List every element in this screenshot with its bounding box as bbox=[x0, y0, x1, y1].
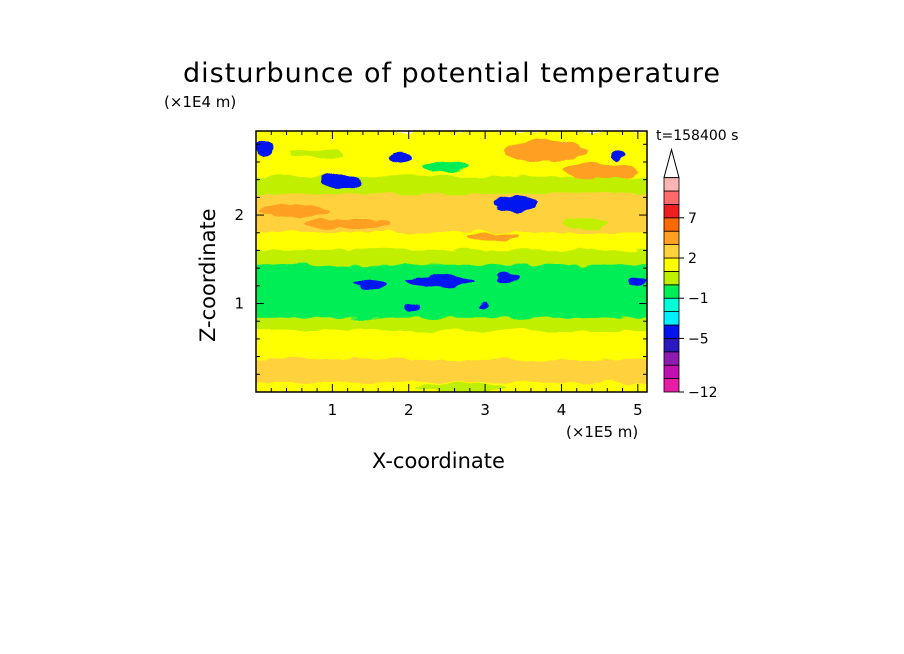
feature-7 bbox=[391, 152, 412, 163]
colorbar-segment bbox=[663, 364, 680, 380]
band-1 bbox=[256, 358, 647, 383]
feature-12 bbox=[561, 163, 638, 178]
colorbar-segment bbox=[663, 230, 680, 245]
feature-19 bbox=[343, 364, 398, 376]
contour-field bbox=[256, 131, 647, 392]
colorbar-segment bbox=[663, 217, 680, 232]
y-axis: 12 bbox=[234, 143, 647, 375]
x-axis: 1 2 3 4 5 bbox=[270, 131, 643, 419]
colorbar-segment bbox=[663, 324, 680, 339]
colorbar-segment bbox=[663, 270, 680, 286]
colorbar-segment bbox=[663, 297, 680, 313]
feature-13 bbox=[259, 204, 329, 217]
feature-15 bbox=[466, 232, 520, 242]
feature-14 bbox=[305, 218, 390, 230]
colorbar-segment bbox=[663, 284, 680, 299]
chart-title: disturbunce of potential temperature bbox=[183, 58, 721, 89]
colorbar-label: 7 bbox=[688, 211, 697, 227]
colorbar-label: −5 bbox=[688, 331, 709, 347]
colorbar-segment bbox=[663, 337, 680, 353]
band-2 bbox=[256, 330, 647, 360]
band-8 bbox=[256, 175, 647, 194]
colorbar-extend-arrow bbox=[663, 147, 680, 179]
colorbar-segment bbox=[663, 378, 680, 393]
plot-frame bbox=[255, 130, 648, 393]
x-tick-label: 5 bbox=[633, 401, 643, 419]
feature-21 bbox=[416, 383, 509, 392]
feature-5 bbox=[479, 302, 491, 308]
feature-4 bbox=[404, 305, 421, 311]
time-label: t=158400 s bbox=[656, 128, 739, 144]
feature-10 bbox=[256, 139, 275, 158]
colorbar-segment bbox=[663, 190, 680, 205]
colorbar-segment bbox=[663, 351, 680, 366]
feature-8 bbox=[492, 196, 539, 211]
colorbar-segment bbox=[663, 257, 680, 272]
feature-3 bbox=[630, 276, 646, 286]
band-3 bbox=[256, 316, 647, 332]
colorbar-label: −12 bbox=[688, 385, 718, 401]
feature-0 bbox=[404, 276, 474, 287]
colorbar-label: 2 bbox=[688, 251, 697, 267]
band-6 bbox=[256, 230, 647, 250]
colorbar-segment bbox=[663, 203, 680, 219]
x-tick-label: 3 bbox=[480, 401, 490, 419]
band-4 bbox=[256, 263, 647, 318]
feature-6 bbox=[318, 173, 362, 190]
feature-11 bbox=[504, 140, 589, 162]
colorbar-label: −1 bbox=[688, 291, 709, 307]
plot-border bbox=[255, 130, 648, 393]
feature-17 bbox=[290, 148, 344, 158]
x-tick-label: 1 bbox=[328, 401, 338, 419]
y-tick-label: 2 bbox=[234, 206, 244, 224]
feature-16 bbox=[424, 161, 470, 172]
z-axis-unit: (×1E4 m) bbox=[164, 93, 237, 111]
x-axis-label: X-coordinate bbox=[372, 449, 505, 473]
feature-20 bbox=[523, 360, 585, 371]
x-tick-label: 4 bbox=[557, 401, 567, 419]
band-5 bbox=[256, 248, 647, 265]
x-axis-unit: (×1E5 m) bbox=[566, 423, 639, 441]
feature-18 bbox=[561, 218, 608, 230]
feature-2 bbox=[496, 273, 520, 283]
y-tick-label: 1 bbox=[234, 295, 244, 313]
colorbar-segment bbox=[663, 177, 680, 192]
colorbar: −12−5−127 bbox=[663, 147, 718, 401]
feature-1 bbox=[353, 279, 388, 289]
feature-9 bbox=[612, 149, 625, 161]
colorbar-segment bbox=[663, 311, 680, 326]
x-tick-label: 2 bbox=[404, 401, 414, 419]
colorbar-segment bbox=[663, 244, 680, 259]
